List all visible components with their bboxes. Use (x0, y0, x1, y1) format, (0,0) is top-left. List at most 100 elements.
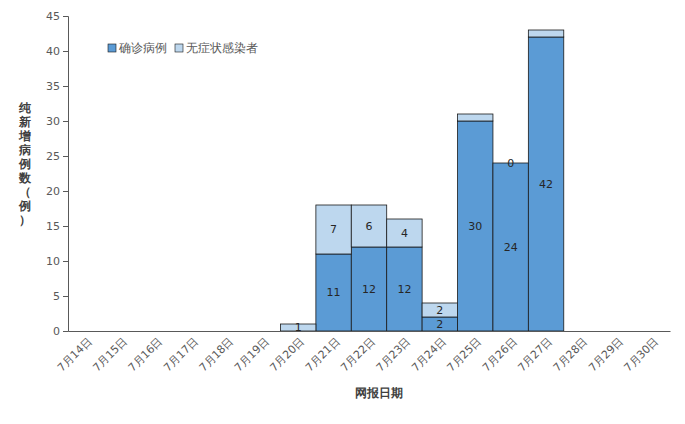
bar (351, 247, 386, 331)
bar (422, 317, 457, 331)
tick-mark (63, 51, 68, 52)
bar (68, 331, 103, 332)
series (280, 30, 563, 331)
bar (351, 205, 386, 247)
legend: 确诊病例无症状感染者 (108, 41, 258, 55)
bar (245, 331, 280, 332)
tick: 7月17日 (161, 335, 201, 375)
bar (139, 331, 174, 332)
bar (174, 331, 209, 332)
tick-mark (63, 226, 68, 227)
tick: 15 (46, 220, 68, 233)
bar (422, 303, 457, 317)
x-axis: 7月14日7月15日7月16日7月17日7月18日7月19日7月20日7月21日… (55, 332, 671, 375)
tick: 7月14日 (55, 335, 95, 375)
tick: 45 (46, 10, 68, 23)
tick-label: 20 (46, 185, 60, 198)
tick-mark (63, 191, 68, 192)
tick: 35 (46, 80, 68, 93)
tick-label: 40 (46, 45, 60, 58)
data-label: 2 (436, 304, 443, 317)
tick-label: 7月17日 (161, 335, 201, 375)
tick-label: 7月15日 (90, 335, 130, 375)
tick-label: 15 (46, 220, 60, 233)
data-label: 2 (436, 318, 443, 331)
tick: 7月20日 (267, 335, 307, 375)
tick-mark (63, 296, 68, 297)
tick: 7月27日 (515, 335, 555, 375)
tick-label: 7月21日 (303, 335, 343, 375)
data-label: 7 (330, 223, 337, 236)
bar (103, 331, 138, 332)
legend-swatch (108, 44, 116, 52)
tick: 25 (46, 150, 68, 163)
tick: 7月26日 (480, 335, 520, 375)
bar (564, 331, 599, 332)
bar (528, 30, 563, 37)
tick: 7月25日 (444, 335, 484, 375)
tick-label: 7月16日 (126, 335, 166, 375)
tick-label: 7月29日 (586, 335, 626, 375)
tick-label: 7月30日 (622, 335, 662, 375)
tick: 5 (53, 290, 68, 303)
tick: 7月28日 (551, 335, 591, 375)
tick-mark (63, 86, 68, 87)
tick: 7月23日 (374, 335, 414, 375)
tick-label: 7月19日 (232, 335, 272, 375)
chart: 11121223024421764200510152025303540457月1… (0, 0, 685, 424)
data-label: 4 (401, 227, 408, 240)
bar (174, 331, 209, 332)
bar (528, 37, 563, 331)
plot-area (280, 30, 563, 331)
y-axis: 051015202530354045 (46, 10, 69, 338)
tick: 7月22日 (338, 335, 378, 375)
bar (635, 331, 670, 332)
data-label: 11 (327, 286, 341, 299)
tick: 7月15日 (90, 335, 130, 375)
bar (599, 331, 634, 332)
data-label: 1 (295, 321, 302, 334)
tick-label: 7月27日 (515, 335, 555, 375)
tick: 30 (46, 115, 68, 128)
bar (564, 331, 599, 332)
legend-label: 确诊病例 (118, 41, 167, 55)
bar (316, 205, 351, 254)
tick-label: 7月20日 (267, 335, 307, 375)
tick-label: 7月24日 (409, 335, 449, 375)
tick: 0 (53, 325, 68, 338)
tick-label: 45 (46, 10, 60, 23)
data-label: 42 (539, 178, 553, 191)
bar (68, 331, 103, 332)
bar (458, 121, 493, 331)
tick-mark (63, 16, 68, 17)
tick-label: 5 (53, 290, 60, 303)
tick: 7月24日 (409, 335, 449, 375)
tick: 7月29日 (586, 335, 626, 375)
data-label: 12 (397, 283, 411, 296)
data-label: 24 (504, 241, 518, 254)
bar (210, 331, 245, 332)
bar (245, 331, 280, 332)
data-label: 0 (507, 157, 514, 170)
tick-label: 0 (53, 325, 60, 338)
data-label: 6 (366, 220, 373, 233)
tick-label: 7月23日 (374, 335, 414, 375)
bar (103, 331, 138, 332)
bar (599, 331, 634, 332)
bar (316, 254, 351, 331)
tick: 7月30日 (622, 335, 662, 375)
tick: 7月16日 (126, 335, 166, 375)
tick-label: 7月18日 (197, 335, 237, 375)
x-axis-title: 网报日期 (355, 386, 403, 400)
tick-label: 30 (46, 115, 60, 128)
data-labels: 1112122302442176420 (295, 157, 553, 335)
series (316, 37, 564, 331)
tick: 7月18日 (197, 335, 237, 375)
tick: 40 (46, 45, 68, 58)
legend-swatch (175, 44, 183, 52)
bar (387, 247, 422, 331)
bar (387, 219, 422, 247)
bar (458, 114, 493, 121)
y-axis-title: 纯新增病例数（例） (18, 101, 32, 227)
bar (493, 163, 528, 331)
